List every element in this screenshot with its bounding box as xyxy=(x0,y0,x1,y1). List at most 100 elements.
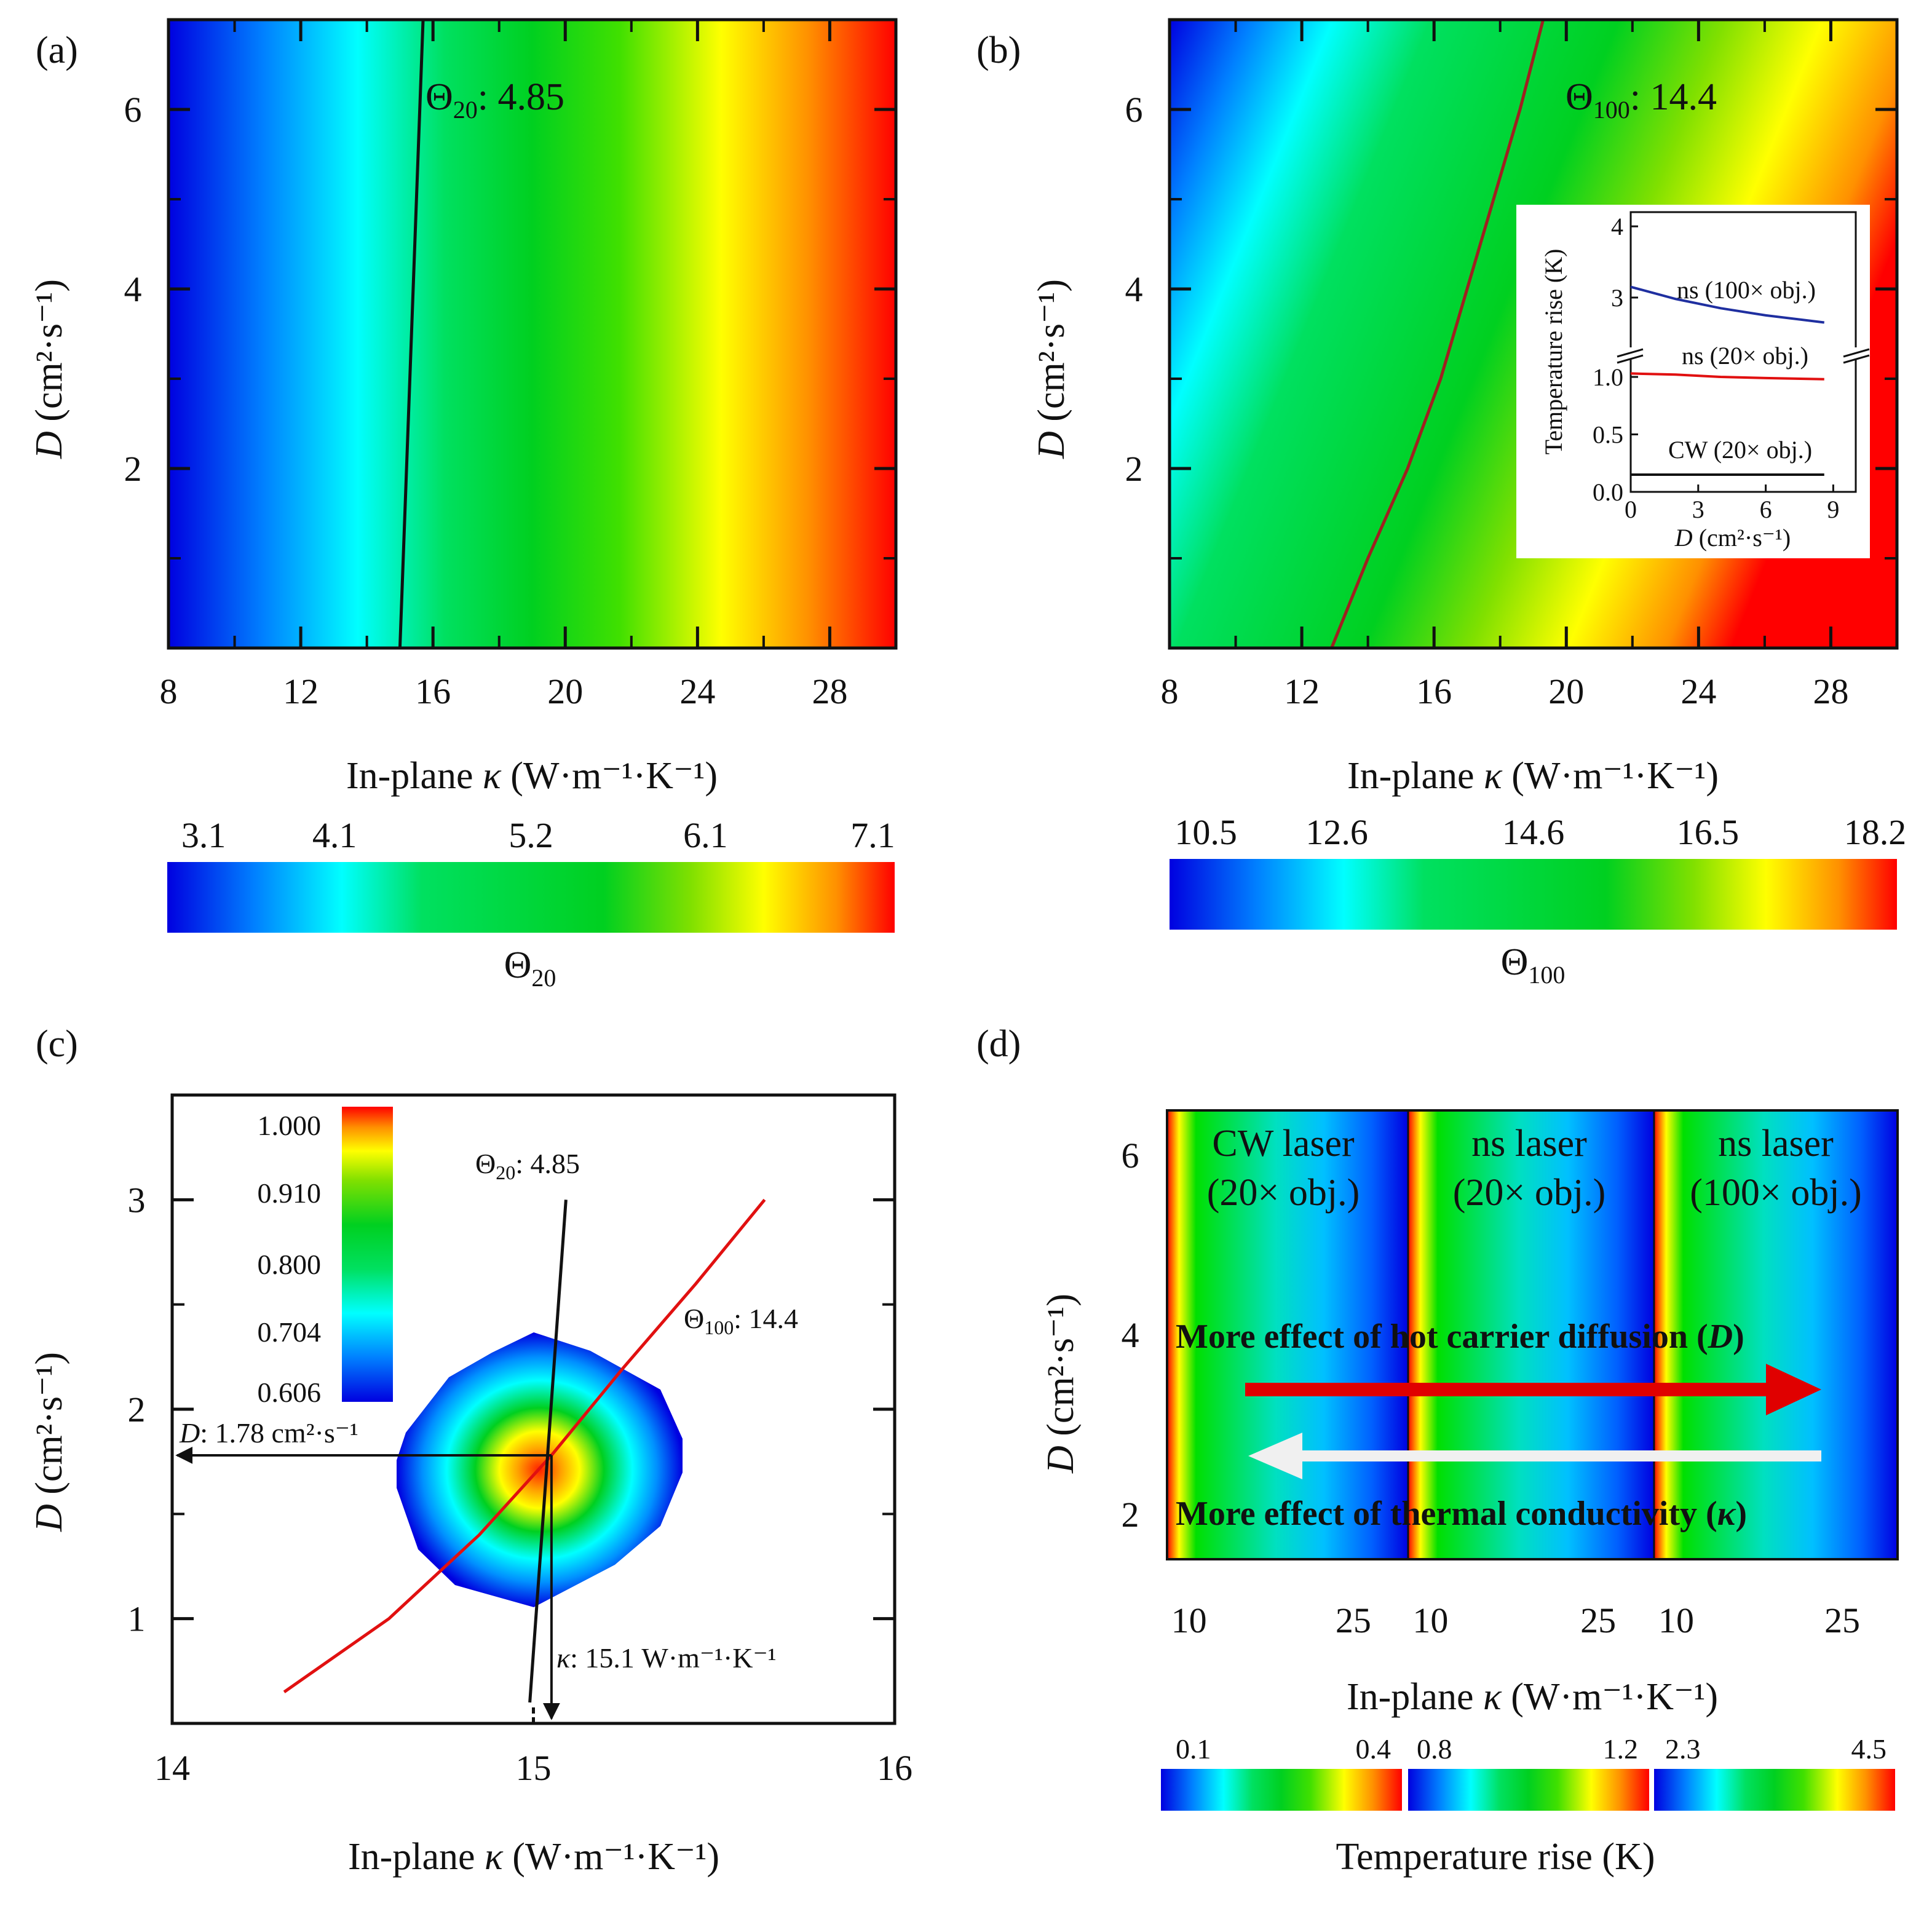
inset-y-label: Temperature rise (K) xyxy=(1540,249,1567,455)
panel-d: (d) CW laser (20× obj.) ns laser (20× ob… xyxy=(976,1023,1899,1878)
arrow-text-conductivity: More effect of thermal conductivity (κ) xyxy=(1176,1495,1747,1533)
contour-label-b: Θ100: 14.4 xyxy=(1566,76,1717,124)
colorbar-tick-label: 10.5 xyxy=(1174,812,1237,852)
colorbar-d-cw20 xyxy=(1161,1769,1402,1811)
theta100-label-c: Θ100: 14.4 xyxy=(684,1303,798,1339)
inset-break-mark-right xyxy=(1843,348,1870,364)
arrow-white-head xyxy=(1248,1433,1302,1479)
x-tick-label: 12 xyxy=(283,671,319,711)
arrow-text-diffusion: More effect of hot carrier diffusion (D) xyxy=(1176,1318,1744,1356)
inset-y-tick-label: 3 xyxy=(1611,284,1623,312)
y-tick-label: 2 xyxy=(124,449,142,489)
x-axis-d: 10 25 10 25 10 25 xyxy=(1171,1600,1860,1640)
y-tick-label: 3 xyxy=(128,1180,146,1220)
plot-frame-a xyxy=(167,18,898,650)
panel-b-label: (b) xyxy=(976,30,1021,71)
colorbar-tick-label: 6.1 xyxy=(683,815,728,855)
colorbar-label-a: Θ20 xyxy=(504,944,556,992)
inset-break-mark-left xyxy=(1617,348,1644,364)
x-axis-b: 8 12 16 20 24 28 xyxy=(1161,20,1848,711)
x-tick-label: 14 xyxy=(154,1748,190,1788)
colorbar-tick-label: 14.6 xyxy=(1502,812,1565,852)
x-axis-c: 14 15 16 xyxy=(154,1705,913,1788)
colorbar-d-ns100 xyxy=(1654,1769,1895,1811)
x-tick-label: 20 xyxy=(1548,671,1584,711)
x-tick-label: 28 xyxy=(812,671,847,711)
x-axis-label-a: In-plane κ (W·m⁻¹·K⁻¹) xyxy=(346,755,718,797)
x-axis-label-d: In-plane κ (W·m⁻¹·K⁻¹) xyxy=(1347,1676,1718,1718)
x-tick-label: 10 xyxy=(1171,1600,1207,1640)
plot-frame-b xyxy=(1168,18,1899,650)
colorbar-tick-label: 12.6 xyxy=(1305,812,1368,852)
colorbar-tick-label: 0.606 xyxy=(258,1377,322,1408)
panel-c: (c) D: 1.78 cm²·s⁻¹ κ: 15.1 W·m⁻¹·K⁻¹ Θ2… xyxy=(28,1023,913,1878)
inset-series-line xyxy=(1630,372,1824,381)
colorbar-d-cw20-max: 0.4 xyxy=(1356,1733,1392,1765)
x-tick-label: 12 xyxy=(1284,671,1320,711)
y-tick-label: 6 xyxy=(1122,1136,1139,1176)
heatmap-d-ns100 xyxy=(1654,1110,1898,1559)
x-tick-label: 8 xyxy=(160,671,178,711)
y-axis-d: 2 4 6 xyxy=(1122,1136,1139,1535)
contour-label-a: Θ20: 4.85 xyxy=(426,76,564,124)
x-tick-label: 20 xyxy=(547,671,583,711)
inset-series-line xyxy=(1630,285,1825,324)
y-axis-c: 1 2 3 xyxy=(128,1180,895,1639)
x-tick-label: 24 xyxy=(1681,671,1716,711)
colorbar-d-ns100-max: 4.5 xyxy=(1851,1733,1887,1765)
annotation-D: D: 1.78 cm²·s⁻¹ xyxy=(179,1417,358,1449)
theta20-line xyxy=(528,1200,568,1703)
inset-axis-break-gap xyxy=(1599,347,1869,360)
x-tick-label: 28 xyxy=(1813,671,1848,711)
y-axis-a: 2 4 6 xyxy=(124,90,896,560)
inset-axes: 0 3 6 9 3 4 0.0 0.5 1.0 xyxy=(1593,213,1839,523)
colorbar-tick-label: 3.1 xyxy=(181,815,226,855)
y-axis-label-c: D (cm²·s⁻¹) xyxy=(28,1352,70,1532)
colorbar-tick-label: 4.1 xyxy=(312,815,357,855)
segment-subtitle-ns100: (100× obj.) xyxy=(1690,1172,1861,1214)
y-tick-label: 1 xyxy=(128,1599,146,1639)
plot-frame-d xyxy=(1166,1109,1899,1560)
colorbar-tick-label: 16.5 xyxy=(1677,812,1740,852)
segment-title-cw: CW laser xyxy=(1212,1123,1355,1165)
colorbar-ticks-b: 10.5 12.6 14.6 16.5 18.2 xyxy=(1174,812,1906,852)
colorbar-d-ns20-min: 0.8 xyxy=(1417,1733,1452,1765)
colorbar-c xyxy=(342,1107,393,1402)
colorbar-a xyxy=(167,862,895,933)
arrow-red-head xyxy=(1766,1364,1821,1415)
heatmap-d-cw20 xyxy=(1167,1110,1408,1559)
inset-series-label-ns20: ns (20× obj.) xyxy=(1682,342,1808,370)
y-tick-label: 2 xyxy=(1122,1495,1139,1535)
panel-c-label: (c) xyxy=(36,1023,78,1065)
colorbar-d-ns20-max: 1.2 xyxy=(1603,1733,1639,1765)
colorbar-tick-label: 5.2 xyxy=(509,815,553,855)
colorbar-d-ns20 xyxy=(1408,1769,1649,1811)
colorbar-tick-label: 1.000 xyxy=(258,1110,322,1141)
inset-y-tick-label: 0.5 xyxy=(1593,421,1623,449)
panel-a-label: (a) xyxy=(36,30,78,71)
y-tick-label: 4 xyxy=(124,269,142,309)
colorbar-tick-label: 0.910 xyxy=(258,1177,322,1209)
x-tick-label: 25 xyxy=(1824,1600,1860,1640)
y-tick-label: 2 xyxy=(128,1390,146,1430)
heatmap-a xyxy=(168,20,896,648)
y-tick-label: 2 xyxy=(1125,449,1143,489)
colorbar-b xyxy=(1170,859,1897,930)
x-tick-label: 16 xyxy=(415,671,451,711)
x-tick-label: 8 xyxy=(1161,671,1179,711)
x-tick-label: 16 xyxy=(877,1748,913,1788)
inset-x-tick-label: 9 xyxy=(1827,496,1839,523)
inset-x-tick-label: 0 xyxy=(1625,496,1637,523)
contour-line-theta100 xyxy=(1330,19,1545,649)
x-tick-label: 24 xyxy=(679,671,715,711)
segment-subtitle-cw: (20× obj.) xyxy=(1207,1172,1360,1214)
y-tick-label: 4 xyxy=(1125,269,1143,309)
y-axis-label-a: D (cm²·s⁻¹) xyxy=(28,279,70,459)
theta20-label-c: Θ20: 4.85 xyxy=(475,1148,580,1184)
x-tick-label: 25 xyxy=(1580,1600,1616,1640)
inset-series-label-ns100: ns (100× obj.) xyxy=(1677,276,1816,304)
segment-title-ns100: ns laser xyxy=(1718,1123,1834,1165)
y-tick-label: 6 xyxy=(124,90,142,130)
colorbar-label-d: Temperature rise (K) xyxy=(1336,1836,1655,1878)
